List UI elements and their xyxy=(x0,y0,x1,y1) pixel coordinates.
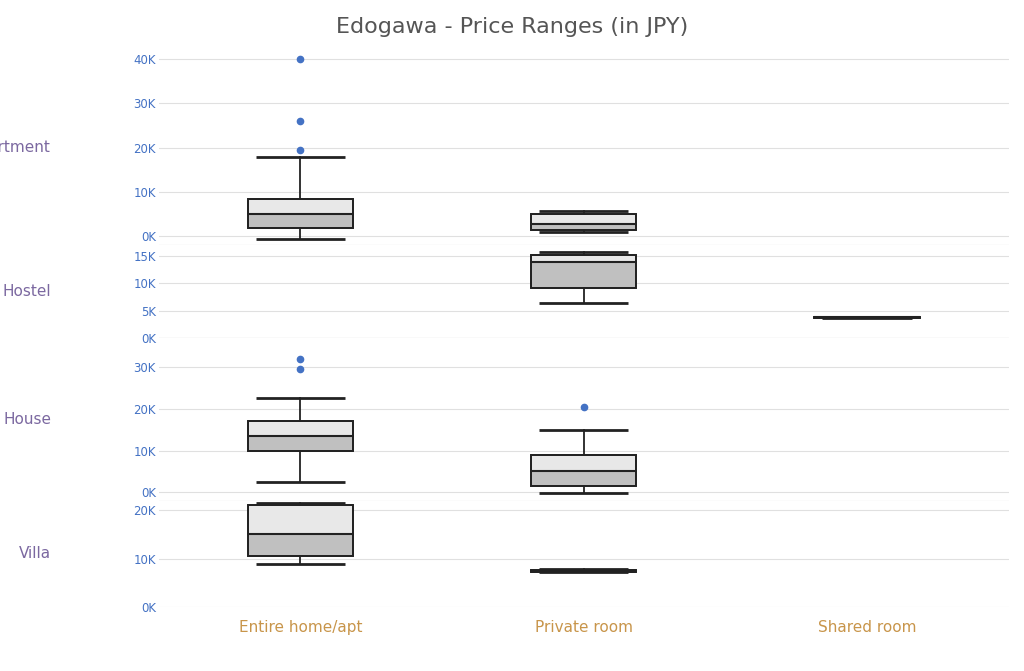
Bar xyxy=(531,571,636,572)
Bar xyxy=(248,199,353,227)
Bar xyxy=(531,570,636,572)
Bar xyxy=(248,421,353,450)
Bar xyxy=(531,570,636,571)
Text: Hostel: Hostel xyxy=(2,284,51,299)
Text: House: House xyxy=(3,412,51,427)
Text: Apartment: Apartment xyxy=(0,140,51,155)
Bar xyxy=(531,214,636,229)
Bar xyxy=(248,214,353,227)
Text: Shared room: Shared room xyxy=(818,620,916,635)
Bar xyxy=(248,199,353,214)
Bar xyxy=(248,505,353,535)
Bar xyxy=(248,436,353,450)
Bar xyxy=(814,317,920,319)
Bar xyxy=(814,317,920,319)
Text: Private room: Private room xyxy=(535,620,633,635)
Text: Edogawa - Price Ranges (in JPY): Edogawa - Price Ranges (in JPY) xyxy=(336,17,688,37)
Bar xyxy=(248,535,353,556)
Bar xyxy=(531,262,636,288)
Bar xyxy=(531,214,636,224)
Text: Entire home/apt: Entire home/apt xyxy=(239,620,362,635)
Bar xyxy=(531,455,636,471)
Bar xyxy=(531,455,636,486)
Bar xyxy=(531,255,636,288)
Bar xyxy=(531,224,636,229)
Bar xyxy=(248,505,353,556)
Text: Villa: Villa xyxy=(18,546,51,562)
Bar xyxy=(531,255,636,262)
Bar xyxy=(248,421,353,436)
Bar xyxy=(531,471,636,486)
